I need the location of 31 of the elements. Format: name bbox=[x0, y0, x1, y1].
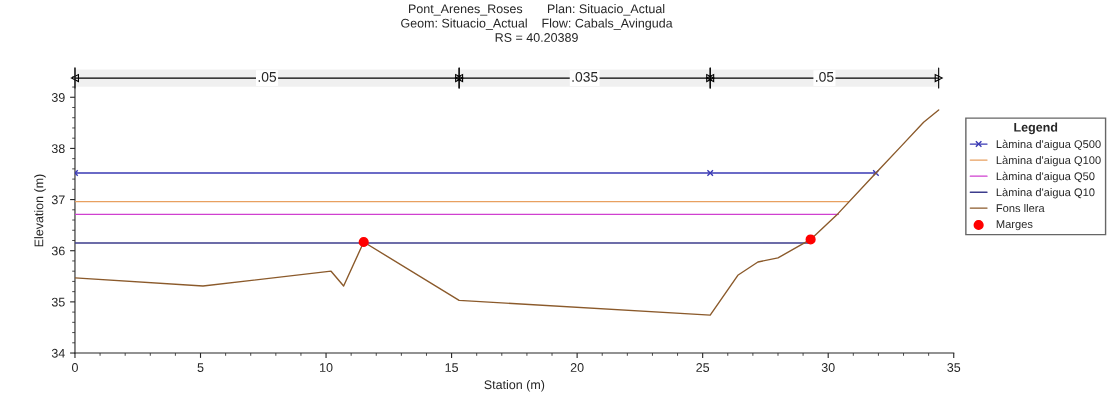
legend-label: Marges bbox=[996, 220, 1033, 231]
band-label: .035 bbox=[572, 71, 598, 82]
legend-label: Làmina d'aigua Q500 bbox=[996, 139, 1101, 151]
x-tick-label: 30 bbox=[821, 363, 835, 372]
legend-label: Fons llera bbox=[996, 203, 1045, 213]
x-axis-title: Station (m) bbox=[484, 379, 545, 392]
x-tick-label: 15 bbox=[445, 363, 459, 372]
legend-title: Legend bbox=[1014, 122, 1058, 135]
y-tick-label: 34 bbox=[51, 348, 65, 358]
y-tick-label: 38 bbox=[51, 144, 65, 154]
y-tick-label: 35 bbox=[51, 297, 65, 307]
x-tick-label: 25 bbox=[696, 363, 710, 372]
point bbox=[706, 169, 714, 177]
point bbox=[358, 236, 369, 248]
y-tick-label: 37 bbox=[51, 195, 65, 205]
x-tick-label: 20 bbox=[570, 363, 584, 372]
band-label: .05 bbox=[816, 71, 834, 82]
point bbox=[805, 234, 816, 245]
x-tick-label: 10 bbox=[320, 363, 333, 372]
x-tick-label: 5 bbox=[197, 363, 204, 372]
line-series bbox=[74, 109, 940, 316]
y-tick-label: 39 bbox=[51, 93, 65, 102]
x-tick-label: 35 bbox=[947, 363, 961, 372]
legend-label: Làmina d'aigua Q100 bbox=[996, 155, 1101, 167]
band-label: .05 bbox=[258, 71, 277, 82]
chart-title: Pont_Arenes_Roses Plan: Situacio_Actual Geom: Situacio_Actual Flow: Cabals_Avinguda RS = 40.20389 bbox=[401, 4, 673, 42]
legend-label: Làmina d'aigua Q10 bbox=[996, 187, 1095, 199]
y-tick-label: 36 bbox=[51, 246, 65, 256]
y-axis-title: Elevation (m) bbox=[34, 174, 46, 247]
legend-label: Làmina d'aigua Q50 bbox=[996, 171, 1095, 183]
x-tick-label: 0 bbox=[71, 363, 78, 372]
